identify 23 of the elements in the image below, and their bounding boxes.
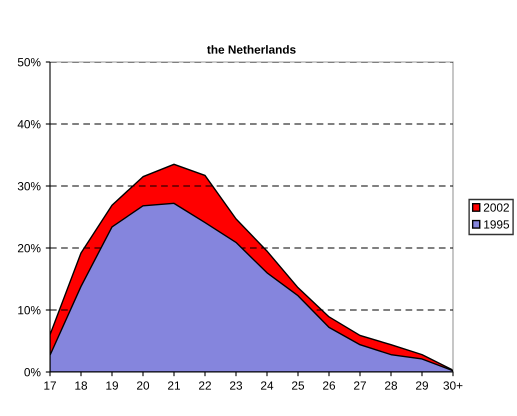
y-tick-label: 10% [18,306,41,314]
y-tick-label: 50% [18,58,41,66]
x-tick-label: 20 [137,381,150,390]
x-tick-label: 19 [106,381,118,390]
x-tick-label: 18 [75,381,88,390]
x-tick-label: 23 [230,381,242,390]
x-tick-label: 25 [292,381,304,390]
x-tick-label: 27 [354,381,366,390]
y-tick-label: 40% [18,120,41,128]
x-tick-label: 21 [168,381,180,390]
legend-label: 1995 [484,220,510,229]
chart-title: the Netherlands [207,45,296,54]
legend-label: 2002 [484,203,509,212]
x-tick-label: 29 [416,381,428,390]
x-tick-label: 26 [323,381,336,390]
x-tick-label: 17 [44,381,56,390]
x-tick-label: 22 [199,381,211,390]
x-tick-label: 24 [261,381,274,390]
x-tick-label: 28 [385,381,398,390]
y-tick-label: 20% [18,244,41,252]
x-tick-label: 30+ [443,381,462,390]
y-tick-label: 30% [18,182,41,190]
y-tick-label: 0% [24,368,41,376]
